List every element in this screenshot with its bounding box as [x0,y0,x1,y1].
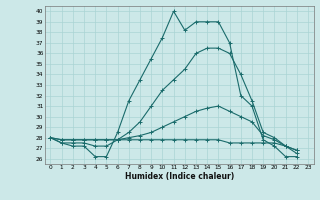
X-axis label: Humidex (Indice chaleur): Humidex (Indice chaleur) [124,172,234,181]
